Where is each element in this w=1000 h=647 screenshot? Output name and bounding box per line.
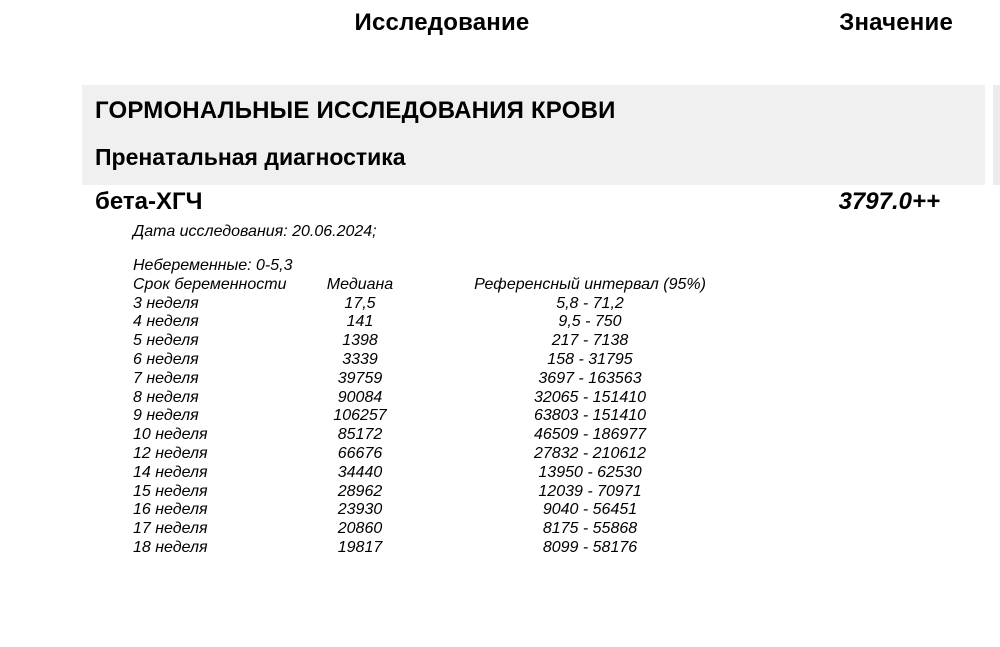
median-cell: 20860	[337, 520, 383, 538]
week-cell: 10 неделя	[133, 426, 208, 444]
ref-col-header-weeks: Срок беременности	[133, 275, 287, 293]
week-cell: 3 неделя	[133, 294, 199, 312]
table-row: 15 неделя 28962 12039 - 70971	[133, 483, 760, 502]
median-cell: 3339	[342, 350, 378, 368]
week-cell: 18 неделя	[133, 538, 208, 556]
interval-cell: 8099 - 58176	[542, 538, 638, 556]
interval-cell: 32065 - 151410	[533, 388, 647, 406]
table-row: 17 неделя 20860 8175 - 55868	[133, 520, 760, 539]
table-row: 10 неделя 85172 46509 - 186977	[133, 426, 760, 445]
median-cell: 19817	[337, 538, 383, 556]
week-cell: 4 неделя	[133, 313, 199, 331]
interval-cell: 5,8 - 71,2	[556, 294, 624, 312]
median-cell: 17,5	[344, 294, 376, 312]
table-row: 9 неделя 106257 63803 - 151410	[133, 407, 760, 426]
reference-table: Срок беременности Медиана Референсный ин…	[133, 276, 760, 558]
table-row: 3 неделя 17,5 5,8 - 71,2	[133, 295, 760, 314]
interval-cell: 12039 - 70971	[538, 482, 642, 500]
week-cell: 14 неделя	[133, 463, 208, 481]
week-cell: 8 неделя	[133, 388, 199, 406]
column-header-value: Значение	[839, 9, 953, 36]
interval-cell: 217 - 7138	[551, 332, 629, 350]
non-pregnant-reference: Небеременные: 0-5,3	[133, 257, 293, 274]
table-row: 16 неделя 23930 9040 - 56451	[133, 501, 760, 520]
column-header-study: Исследование	[354, 9, 530, 36]
week-cell: 16 неделя	[133, 501, 208, 519]
result-row: бета-ХГЧ 3797.0++	[95, 188, 940, 216]
median-cell: 1398	[342, 332, 378, 350]
week-cell: 6 неделя	[133, 350, 199, 368]
section-band-edge	[993, 85, 1000, 185]
week-cell: 12 неделя	[133, 444, 208, 462]
median-cell: 39759	[337, 369, 383, 387]
table-row: 6 неделя 3339 158 - 31795	[133, 351, 760, 370]
ref-col-header-median: Медиана	[326, 275, 394, 293]
median-cell: 66676	[337, 444, 383, 462]
study-date: Дата исследования: 20.06.2024;	[133, 223, 377, 240]
test-name: бета-ХГЧ	[95, 188, 203, 215]
test-value: 3797.0++	[838, 188, 940, 215]
week-cell: 5 неделя	[133, 332, 199, 350]
week-cell: 15 неделя	[133, 482, 208, 500]
week-cell: 7 неделя	[133, 369, 199, 387]
median-cell: 141	[346, 313, 374, 331]
interval-cell: 9040 - 56451	[542, 501, 638, 519]
interval-cell: 13950 - 62530	[538, 463, 642, 481]
interval-cell: 9,5 - 750	[558, 313, 622, 331]
median-cell: 34440	[337, 463, 383, 481]
table-row: 12 неделя 66676 27832 - 210612	[133, 445, 760, 464]
table-row: 7 неделя 39759 3697 - 163563	[133, 370, 760, 389]
interval-cell: 27832 - 210612	[533, 444, 647, 462]
week-cell: 17 неделя	[133, 520, 208, 538]
interval-cell: 158 - 31795	[547, 350, 633, 368]
ref-col-header-interval: Референсный интервал (95%)	[474, 275, 706, 293]
reference-block: Небеременные: 0-5,3 Срок беременности Ме…	[133, 257, 760, 558]
median-cell: 106257	[333, 407, 387, 425]
median-cell: 90084	[337, 388, 383, 406]
table-row: 18 неделя 19817 8099 - 58176	[133, 539, 760, 558]
table-row: 5 неделя 1398 217 - 7138	[133, 332, 760, 351]
week-cell: 9 неделя	[133, 407, 199, 425]
interval-cell: 46509 - 186977	[533, 426, 647, 444]
interval-cell: 8175 - 55868	[542, 520, 638, 538]
section-subtitle: Пренатальная диагностика	[95, 144, 406, 170]
interval-cell: 3697 - 163563	[538, 369, 642, 387]
median-cell: 23930	[337, 501, 383, 519]
table-row: 14 неделя 34440 13950 - 62530	[133, 464, 760, 483]
section-band: ГОРМОНАЛЬНЫЕ ИССЛЕДОВАНИЯ КРОВИ Пренатал…	[82, 85, 985, 185]
reference-table-header-row: Срок беременности Медиана Референсный ин…	[133, 276, 760, 295]
interval-cell: 63803 - 151410	[533, 407, 647, 425]
table-row: 4 неделя 141 9,5 - 750	[133, 313, 760, 332]
table-row: 8 неделя 90084 32065 - 151410	[133, 389, 760, 408]
median-cell: 28962	[337, 482, 383, 500]
section-title: ГОРМОНАЛЬНЫЕ ИССЛЕДОВАНИЯ КРОВИ	[95, 97, 616, 124]
median-cell: 85172	[337, 426, 383, 444]
